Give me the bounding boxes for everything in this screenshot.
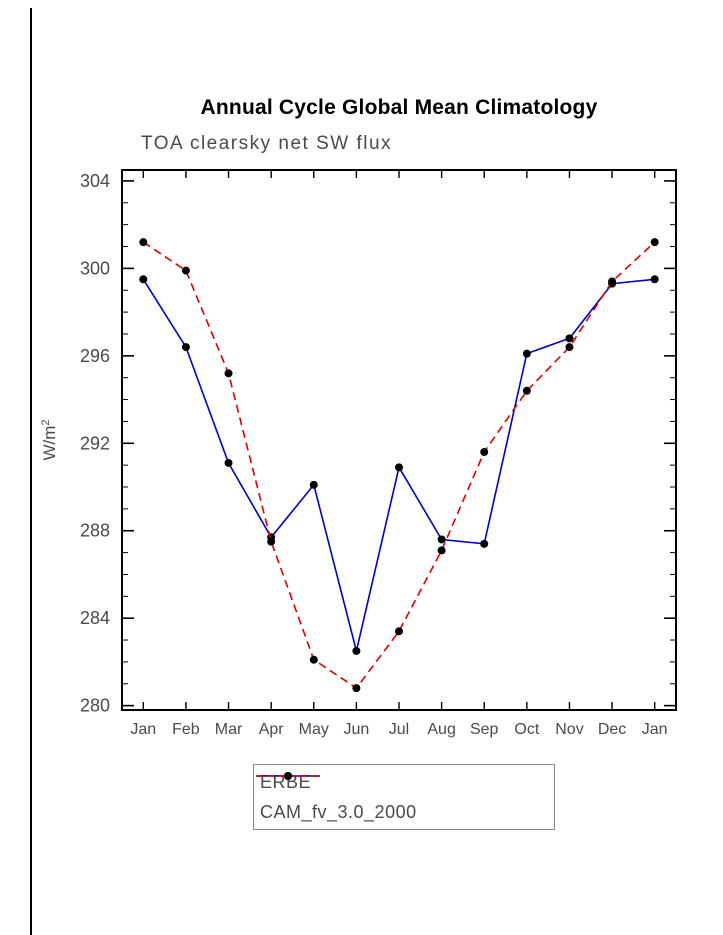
y-tick-label: 288 — [80, 521, 110, 541]
x-tick-label: Mar — [215, 721, 243, 738]
data-point-ERBE — [395, 463, 403, 472]
x-tick-label: Aug — [427, 721, 455, 738]
data-point-ERBE — [522, 349, 531, 358]
x-tick-label: Oct — [514, 721, 539, 738]
data-point-CAM_fv_3.0_2000 — [224, 369, 233, 378]
x-tick-label: Jun — [343, 721, 369, 738]
data-point-CAM_fv_3.0_2000 — [565, 343, 574, 352]
data-point-CAM_fv_3.0_2000 — [650, 238, 659, 247]
legend: ERBE CAM_fv_3.0_2000 — [253, 764, 555, 830]
x-tick-label: Jan — [642, 721, 668, 738]
data-point-CAM_fv_3.0_2000 — [608, 277, 617, 286]
data-point-CAM_fv_3.0_2000 — [395, 627, 403, 636]
data-point-ERBE — [565, 334, 574, 343]
data-point-ERBE — [437, 535, 446, 544]
y-tick-label: 284 — [80, 608, 110, 628]
x-tick-label: Sep — [470, 721, 499, 738]
data-point-CAM_fv_3.0_2000 — [437, 546, 446, 555]
legend-label: CAM_fv_3.0_2000 — [260, 801, 417, 822]
x-tick-label: Jan — [130, 721, 156, 738]
y-tick-label: 292 — [80, 433, 110, 453]
legend-sample — [256, 772, 320, 780]
legend-marker-dot — [284, 772, 292, 780]
y-axis-label-base: W/m — [40, 426, 59, 461]
y-tick-label: 300 — [80, 258, 110, 278]
data-point-CAM_fv_3.0_2000 — [352, 684, 361, 693]
plot-frame — [121, 169, 677, 711]
x-tick-label: Feb — [172, 721, 200, 738]
data-point-CAM_fv_3.0_2000 — [181, 266, 190, 275]
x-tick-label: Apr — [259, 721, 285, 738]
y-tick-label: 280 — [80, 696, 110, 716]
y-tick-label: 304 — [80, 171, 110, 191]
data-point-ERBE — [224, 458, 233, 467]
legend-item-CAM_fv_3.0_2000: CAM_fv_3.0_2000 — [256, 772, 554, 827]
x-tick-label: Jul — [389, 721, 409, 738]
data-point-CAM_fv_3.0_2000 — [309, 655, 318, 664]
data-point-ERBE — [480, 539, 489, 548]
data-point-ERBE — [309, 480, 318, 489]
data-point-CAM_fv_3.0_2000 — [480, 448, 489, 457]
x-tick-label: Dec — [598, 721, 626, 738]
data-point-CAM_fv_3.0_2000 — [139, 238, 148, 247]
data-point-CAM_fv_3.0_2000 — [267, 537, 276, 546]
y-axis-label-exponent: 2 — [40, 419, 52, 425]
y-axis-label: W/m2 — [40, 419, 59, 460]
data-point-CAM_fv_3.0_2000 — [522, 386, 531, 395]
data-point-ERBE — [650, 275, 659, 284]
x-tick-label: Nov — [555, 721, 583, 738]
chart-subtitle: TOA clearsky net SW flux — [141, 133, 393, 154]
y-tick-label: 296 — [80, 346, 110, 366]
chart-title: Annual Cycle Global Mean Climatology — [200, 96, 598, 119]
data-point-ERBE — [352, 646, 361, 655]
legend-rows: ERBE CAM_fv_3.0_2000 — [256, 767, 554, 827]
page-border-left — [30, 8, 32, 935]
data-point-ERBE — [181, 343, 190, 352]
x-tick-label: May — [299, 721, 329, 738]
data-point-ERBE — [139, 275, 148, 284]
